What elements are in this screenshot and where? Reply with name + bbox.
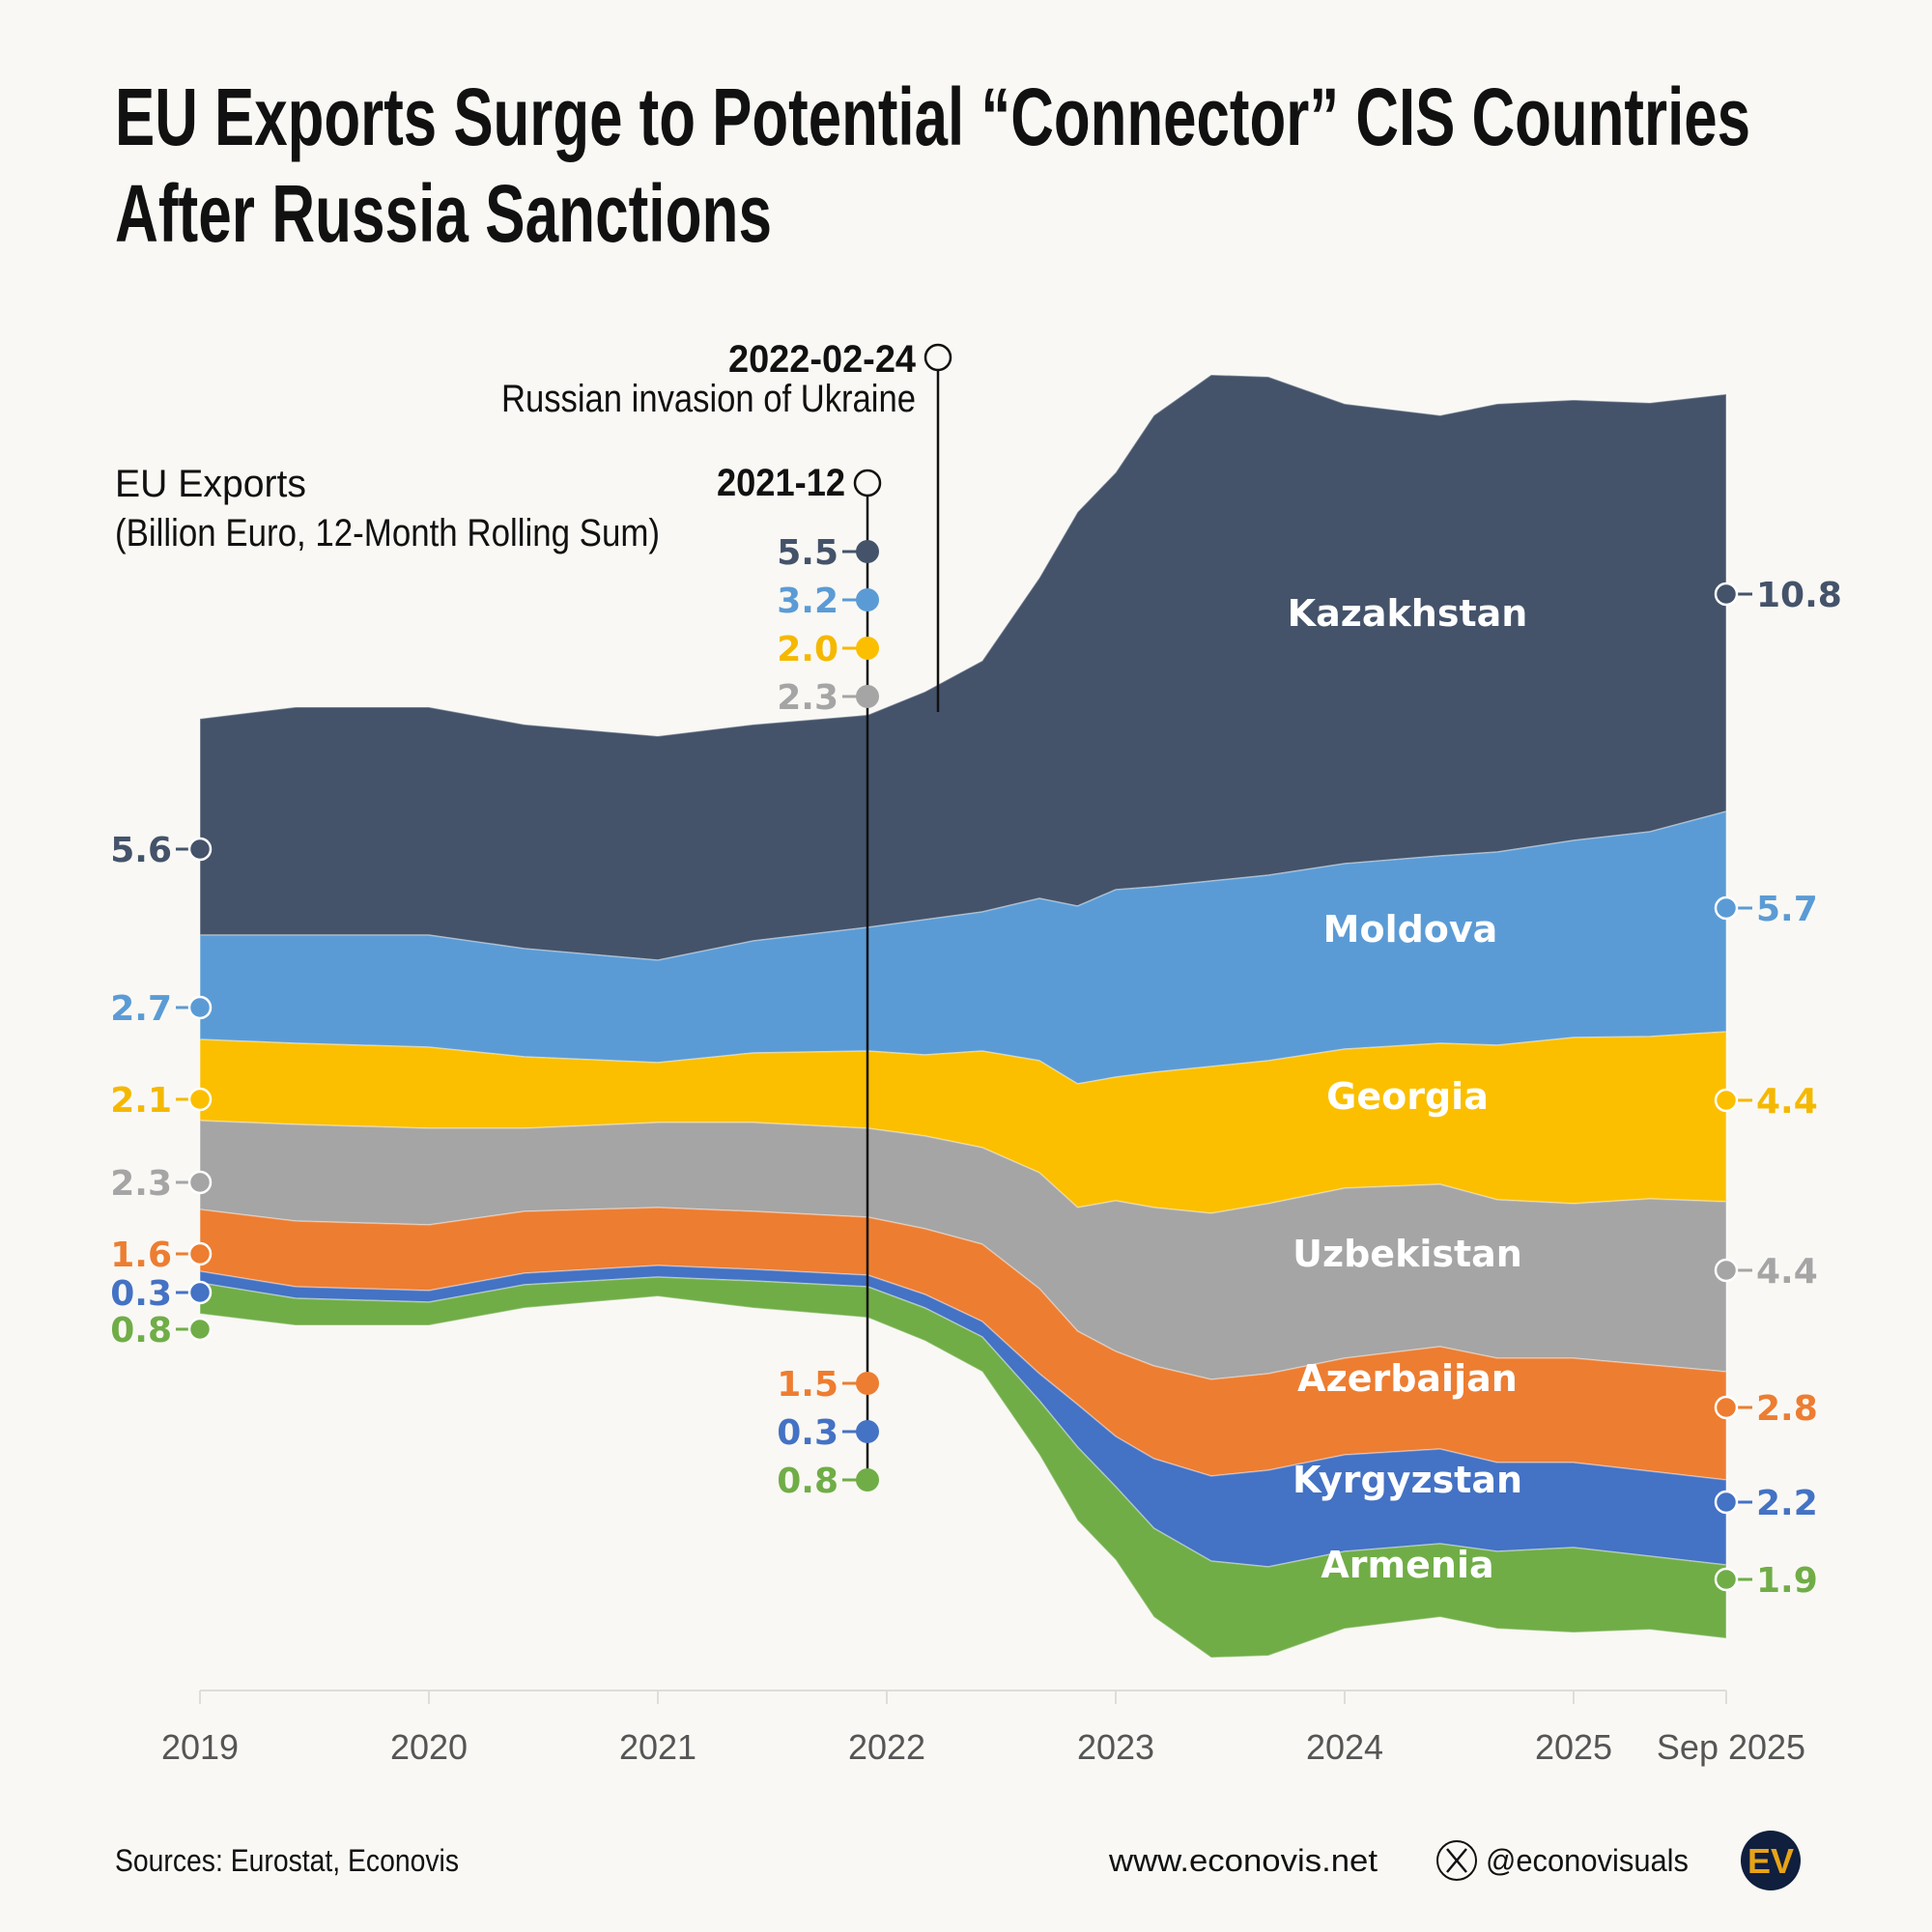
dec2021-value-uzbekistan: 2.3 <box>777 678 838 718</box>
invasion-date: 2022-02-24 <box>728 338 917 381</box>
x-tick-label: 2023 <box>1077 1727 1154 1767</box>
invasion-marker-circle <box>923 343 952 372</box>
value-labels: 5.6 5.5 10.8 2.7 3.2 5.7 2.1 2.0 4.4 2.3 2.3 4.4 1.6… <box>110 533 1842 1601</box>
dec2021-dot-uzbekistan <box>856 685 879 708</box>
end-value-georgia: 4.4 <box>1756 1082 1818 1122</box>
end-value-azerbaijan: 2.8 <box>1756 1389 1818 1429</box>
sources-text: Sources: Eurostat, Econovis <box>115 1843 459 1878</box>
end-dot-kazakhstan <box>1714 582 1739 607</box>
dec2021-dot-kyrgyzstan <box>856 1420 879 1443</box>
end-dot-uzbekistan <box>1714 1258 1739 1283</box>
end-value-kazakhstan: 10.8 <box>1756 576 1842 615</box>
end-value-moldova: 5.7 <box>1756 890 1818 929</box>
start-value-uzbekistan: 2.3 <box>110 1164 172 1204</box>
end-value-uzbekistan: 4.4 <box>1756 1252 1818 1292</box>
title-line-2: After Russia Sanctions <box>115 168 772 259</box>
y-axis-unit: (Billion Euro, 12-Month Rolling Sum) <box>115 512 660 554</box>
y-axis-label: EU Exports <box>115 463 306 505</box>
dec2021-value-armenia: 0.8 <box>777 1462 838 1501</box>
dec2021-value-moldova: 3.2 <box>777 582 838 621</box>
x-tick-label: Sep 2025 <box>1657 1727 1805 1767</box>
x-tick-label: 2019 <box>161 1727 239 1767</box>
end-value-armenia: 1.9 <box>1756 1561 1818 1601</box>
title-line-1: EU Exports Surge to Potential “Connector… <box>115 71 1750 162</box>
end-dot-georgia <box>1714 1088 1739 1113</box>
start-value-georgia: 2.1 <box>110 1081 172 1121</box>
series-label-georgia: Georgia <box>1326 1075 1489 1118</box>
dec2021-value-kyrgyzstan: 0.3 <box>777 1413 838 1453</box>
start-dot-azerbaijan <box>187 1241 213 1266</box>
x-axis-ticks: 2019 2020 2021 2022 2023 2024 2025 Sep 2025 <box>161 1690 1805 1767</box>
svg-text:EV: EV <box>1747 1841 1794 1881</box>
series-label-kyrgyzstan: Kyrgyzstan <box>1293 1459 1522 1501</box>
series-label-moldova: Moldova <box>1323 908 1498 951</box>
end-dot-azerbaijan <box>1714 1395 1739 1420</box>
start-value-azerbaijan: 1.6 <box>110 1236 172 1275</box>
dec2021-date: 2021-12 <box>717 462 845 504</box>
start-dot-armenia <box>187 1317 213 1342</box>
start-value-armenia: 0.8 <box>110 1311 172 1350</box>
dec2021-dot-armenia <box>856 1468 879 1492</box>
start-dot-kazakhstan <box>187 837 213 862</box>
stream-layers <box>199 374 1727 1659</box>
start-dot-georgia <box>187 1087 213 1112</box>
x-logo-icon <box>1436 1840 1477 1881</box>
series-label-azerbaijan: Azerbaijan <box>1297 1357 1518 1400</box>
series-label-kazakhstan: Kazakhstan <box>1288 592 1528 635</box>
x-tick-label: 2025 <box>1535 1727 1612 1767</box>
dec2021-value-georgia: 2.0 <box>777 630 838 669</box>
x-tick-label: 2024 <box>1306 1727 1383 1767</box>
end-dot-moldova <box>1714 895 1739 921</box>
x-tick-label: 2021 <box>619 1727 696 1767</box>
dec2021-dot-georgia <box>856 637 879 660</box>
start-dot-uzbekistan <box>187 1170 213 1195</box>
start-dot-kyrgyzstan <box>187 1280 213 1305</box>
end-value-kyrgyzstan: 2.2 <box>1756 1484 1818 1523</box>
dec2021-dot-azerbaijan <box>856 1372 879 1395</box>
econovis-logo: EV <box>1741 1831 1801 1890</box>
invasion-text: Russian invasion of Ukraine <box>501 378 916 420</box>
series-label-uzbekistan: Uzbekistan <box>1293 1233 1522 1275</box>
website-link[interactable]: www.econovis.net <box>1108 1843 1378 1878</box>
x-tick-label: 2020 <box>390 1727 468 1767</box>
start-value-kyrgyzstan: 0.3 <box>110 1274 172 1314</box>
dec2021-dot-kazakhstan <box>856 540 879 563</box>
end-dot-kyrgyzstan <box>1714 1490 1739 1515</box>
dec2021-value-kazakhstan: 5.5 <box>777 533 838 573</box>
dec2021-marker-circle <box>853 469 882 497</box>
dec2021-value-azerbaijan: 1.5 <box>777 1365 838 1405</box>
start-value-kazakhstan: 5.6 <box>110 831 172 870</box>
end-dot-armenia <box>1714 1567 1739 1592</box>
series-label-armenia: Armenia <box>1321 1544 1493 1586</box>
dec2021-dot-moldova <box>856 588 879 611</box>
social-handle[interactable]: @econovisuals <box>1486 1843 1689 1878</box>
x-tick-label: 2022 <box>848 1727 925 1767</box>
start-dot-moldova <box>187 995 213 1020</box>
start-value-moldova: 2.7 <box>110 989 172 1029</box>
